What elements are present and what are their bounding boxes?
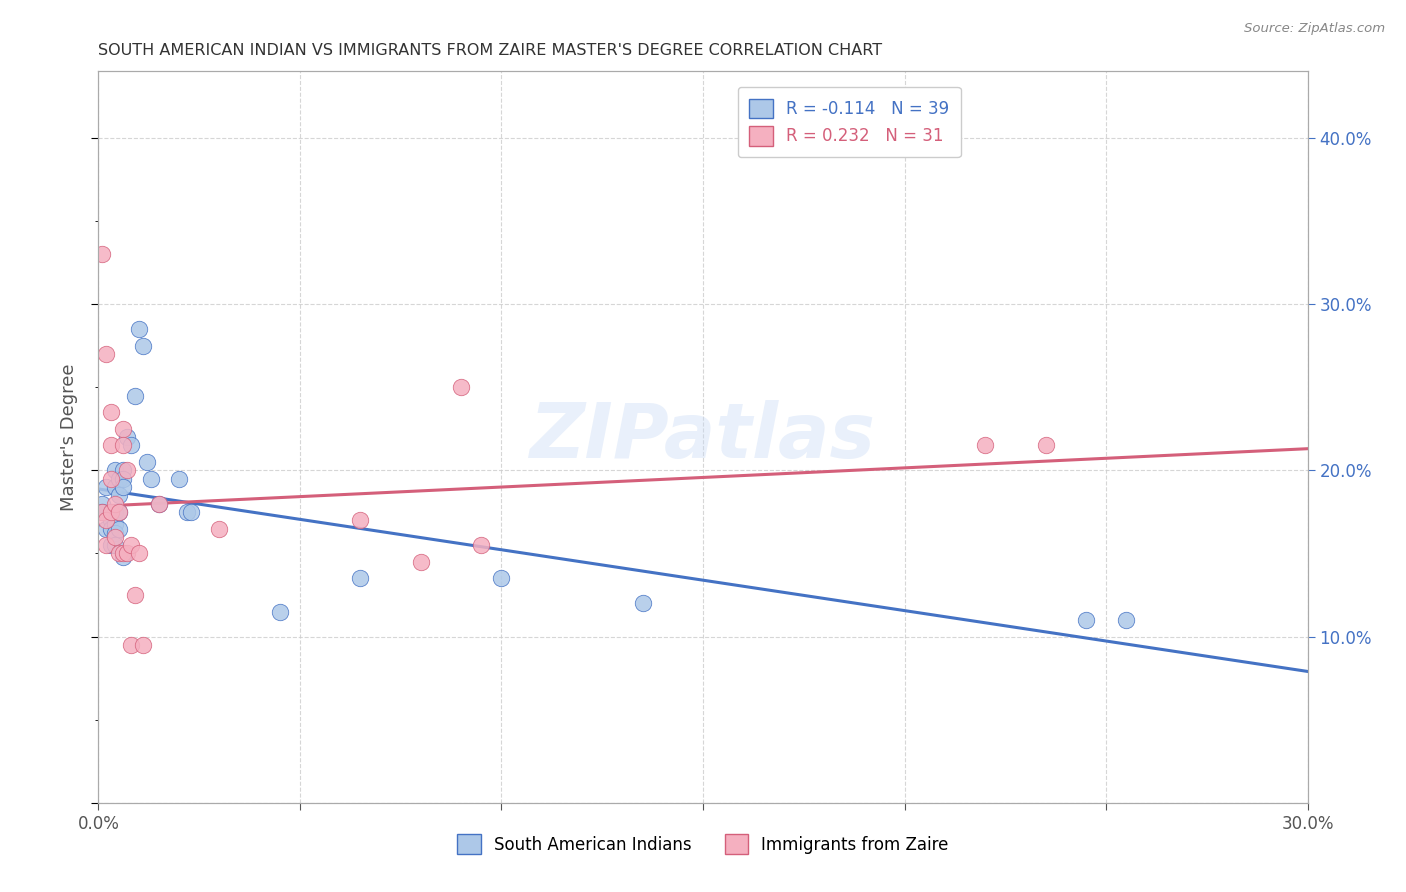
Point (100, 513, 122, 527)
Point (100, 521, 122, 535)
Point (349, 571, 371, 585)
Point (107, 505, 129, 519)
Point (115, 546, 138, 560)
Point (103, 538, 125, 552)
Point (96, 347, 118, 361)
Point (91, 497, 114, 511)
Point (107, 472, 129, 486)
Point (1115, 613, 1137, 627)
Point (111, 549, 134, 564)
Point (111, 546, 134, 560)
Point (103, 497, 125, 511)
Point (96, 521, 118, 535)
Point (176, 505, 198, 519)
Point (96, 538, 118, 552)
Point (111, 463, 134, 477)
Point (100, 438, 122, 452)
Point (180, 505, 202, 519)
Point (148, 497, 170, 511)
Point (103, 516, 125, 531)
Point (139, 472, 162, 486)
Point (120, 438, 142, 452)
Point (96, 513, 118, 527)
Point (111, 480, 134, 494)
Point (100, 538, 122, 552)
Point (115, 463, 138, 477)
Point (132, 338, 155, 352)
Point (103, 530, 125, 544)
Point (128, 322, 150, 336)
Point (124, 588, 146, 602)
Point (103, 463, 125, 477)
Point (100, 505, 122, 519)
Point (208, 521, 231, 535)
Point (100, 505, 122, 519)
Point (120, 538, 142, 552)
Point (107, 546, 129, 560)
Text: ZIPatlas: ZIPatlas (530, 401, 876, 474)
Point (111, 422, 134, 436)
Point (103, 505, 125, 519)
Point (132, 638, 155, 652)
Point (974, 438, 997, 452)
Point (107, 521, 129, 535)
Point (100, 405, 122, 419)
Point (409, 555, 432, 569)
Point (349, 513, 371, 527)
Point (128, 546, 150, 560)
Point (103, 526, 125, 541)
Point (111, 438, 134, 452)
Point (91, 505, 114, 519)
Point (103, 480, 125, 494)
Point (91, 247, 114, 261)
Point (148, 497, 170, 511)
Point (124, 388, 146, 402)
Point (135, 455, 157, 469)
Point (1035, 438, 1057, 452)
Point (450, 380, 472, 394)
Point (91, 505, 114, 519)
Text: SOUTH AMERICAN INDIAN VS IMMIGRANTS FROM ZAIRE MASTER'S DEGREE CORRELATION CHART: SOUTH AMERICAN INDIAN VS IMMIGRANTS FROM… (98, 43, 883, 58)
Point (100, 472, 122, 486)
Point (167, 472, 190, 486)
Point (470, 538, 492, 552)
Point (107, 488, 129, 502)
Point (491, 571, 513, 585)
Point (269, 605, 291, 619)
Point (96, 480, 118, 494)
Point (631, 596, 654, 610)
Text: Source: ZipAtlas.com: Source: ZipAtlas.com (1244, 22, 1385, 36)
Point (1074, 613, 1097, 627)
Legend: South American Indians, Immigrants from Zaire: South American Indians, Immigrants from … (450, 828, 956, 860)
Point (115, 430, 138, 444)
Point (120, 638, 142, 652)
Y-axis label: Master's Degree: Master's Degree (59, 363, 77, 511)
Point (111, 472, 134, 486)
Point (107, 505, 129, 519)
